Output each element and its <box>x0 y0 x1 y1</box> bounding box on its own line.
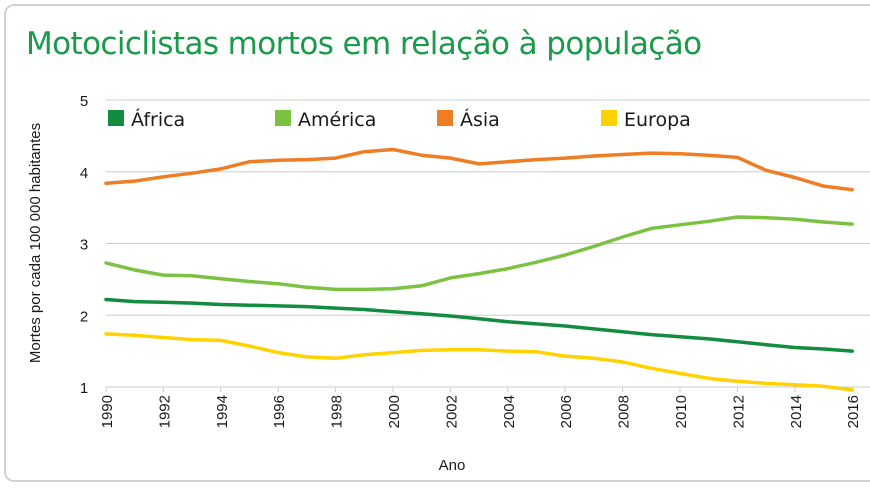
legend-swatch <box>108 110 124 126</box>
legend: África América Ásia Europa <box>108 108 691 131</box>
x-axis-ticks: 1990 1992 1994 1996 1998 2000 2002 2004 2006 2008… <box>99 387 862 428</box>
x-tick-label: 2004 <box>501 395 518 428</box>
x-tick-label: 2000 <box>386 395 403 428</box>
y-axis-label: Mortes por cada 100 000 habitantes <box>27 123 44 363</box>
x-tick-label: 2016 <box>845 395 862 428</box>
x-tick-label: 2012 <box>730 395 747 428</box>
legend-swatch <box>437 110 453 126</box>
legend-label: Ásia <box>460 108 500 131</box>
y-tick-label: 5 <box>80 93 88 110</box>
legend-label: África <box>131 108 185 131</box>
x-tick-label: 2010 <box>673 395 690 428</box>
y-tick-label: 3 <box>80 237 88 254</box>
x-tick-label: 1998 <box>329 395 346 428</box>
legend-label: América <box>298 109 376 131</box>
chart-frame <box>4 4 870 482</box>
x-tick-label: 1996 <box>271 395 288 428</box>
x-tick-label: 1990 <box>99 395 116 428</box>
y-axis-ticks: 1 2 3 4 5 <box>80 93 88 397</box>
x-tick-label: 2002 <box>443 395 460 428</box>
legend-label: Europa <box>624 109 691 131</box>
series-line <box>104 215 854 292</box>
x-tick-label: 2008 <box>616 395 633 428</box>
series-lines <box>104 147 854 392</box>
legend-swatch <box>601 110 617 126</box>
series-line <box>104 147 854 192</box>
x-tick-label: 1994 <box>214 395 231 428</box>
chart-title: Motociclistas mortos em relação à popula… <box>26 26 702 62</box>
y-tick-label: 2 <box>80 308 88 325</box>
series-line <box>104 297 854 353</box>
y-tick-label: 4 <box>80 165 88 182</box>
x-tick-label: 2014 <box>788 395 805 428</box>
grid-lines <box>106 99 870 388</box>
x-tick-label: 1992 <box>156 395 173 428</box>
y-tick-label: 1 <box>80 380 88 397</box>
series-line <box>104 332 854 392</box>
legend-swatch <box>275 110 291 126</box>
x-axis-label: Ano <box>439 457 466 474</box>
x-tick-label: 2006 <box>558 395 575 428</box>
